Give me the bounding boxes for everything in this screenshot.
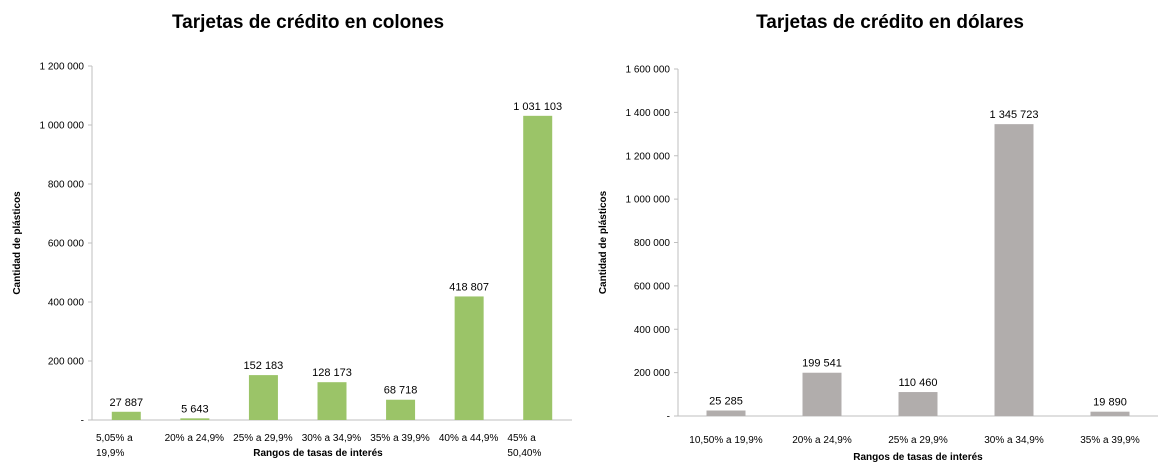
chart-dolares: Tarjetas de crédito en dólares - 200 000 40… <box>598 12 1158 463</box>
y-tick-label: 200 000 <box>634 368 671 379</box>
y-tick-label: 800 000 <box>48 180 85 191</box>
bar <box>994 124 1034 416</box>
y-tick-label: 600 000 <box>48 239 85 250</box>
x-tick-label: 35% a 39,9% <box>370 433 430 444</box>
y-tick-label: 800 000 <box>634 238 671 249</box>
data-label: 199 541 <box>802 358 842 370</box>
data-label: 19 890 <box>1093 397 1127 409</box>
y-axis-label: Cantidad de plásticos <box>598 190 609 294</box>
data-label: 1 345 723 <box>990 109 1039 121</box>
x-tick-label: 5,05% a <box>96 433 133 444</box>
bar <box>706 410 746 416</box>
x-tick-label: 25% a 29,9% <box>233 433 293 444</box>
x-tick-label: 30% a 34,9% <box>984 435 1044 446</box>
y-tick-label: 400 000 <box>634 325 671 336</box>
x-axis-label: Rangos de tasas de interés <box>253 448 383 459</box>
y-tick-label: - <box>81 416 84 427</box>
x-tick-label: 45% a <box>507 433 536 444</box>
x-axis-label: Rangos de tasas de interés <box>853 452 983 463</box>
data-label: 25 285 <box>709 396 743 408</box>
x-tick-label: 19,9% <box>96 448 124 459</box>
data-label: 27 887 <box>109 397 143 409</box>
y-axis-label: Cantidad de plásticos <box>12 191 23 295</box>
chart-colones: Tarjetas de crédito en colones - 200 000 40… <box>12 12 572 459</box>
bar <box>111 411 141 420</box>
bar <box>386 399 416 420</box>
y-tick-label: 1 600 000 <box>626 65 671 76</box>
y-tick-label: 400 000 <box>48 298 85 309</box>
data-label: 5 643 <box>181 403 209 415</box>
data-label: 110 460 <box>899 377 938 389</box>
bar <box>1090 411 1130 416</box>
y-tick-label: 1 000 000 <box>626 195 671 206</box>
chart-title: Tarjetas de crédito en colones <box>172 12 444 33</box>
bar <box>180 418 210 420</box>
x-tick-label: 20% a 24,9% <box>165 433 225 444</box>
data-label: 128 173 <box>312 367 352 379</box>
data-label: 152 183 <box>244 360 284 372</box>
y-tick-label: 1 400 000 <box>626 108 671 119</box>
bar <box>317 382 347 420</box>
data-label: 418 807 <box>449 281 489 293</box>
bar <box>248 375 278 420</box>
x-tick-label: 10,50% a 19,9% <box>689 435 762 446</box>
data-label: 68 718 <box>384 385 418 397</box>
bar <box>898 392 938 416</box>
y-tick-label: 200 000 <box>48 357 85 368</box>
y-tick-label: 1 200 000 <box>40 62 85 73</box>
x-tick-label: 20% a 24,9% <box>792 435 852 446</box>
x-tick-label: 25% a 29,9% <box>888 435 948 446</box>
bar <box>454 296 484 420</box>
data-label: 1 031 103 <box>513 101 562 113</box>
x-tick-label: 50,40% <box>507 448 541 459</box>
y-tick-label: 600 000 <box>634 281 671 292</box>
y-tick-label: 1 000 000 <box>40 121 85 132</box>
x-tick-label: 35% a 39,9% <box>1080 435 1140 446</box>
y-tick-label: - <box>667 412 670 423</box>
x-tick-label: 40% a 44,9% <box>439 433 499 444</box>
bar <box>523 115 553 420</box>
bar <box>802 372 842 416</box>
x-tick-label: 30% a 34,9% <box>302 433 362 444</box>
chart-title: Tarjetas de crédito en dólares <box>756 12 1024 33</box>
y-tick-label: 1 200 000 <box>626 151 671 162</box>
